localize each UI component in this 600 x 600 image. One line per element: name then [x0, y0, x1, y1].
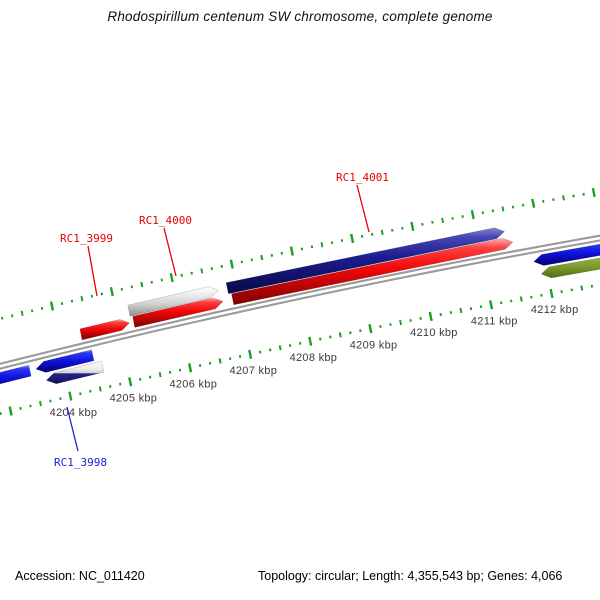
chromosome-backbone — [0, 234, 600, 370]
topology-text: Topology: circular; Length: 4,355,543 bp… — [258, 569, 563, 583]
ruler-labels: 4204 kbp 4205 kbp 4206 kbp 4207 kbp 4208 kbp… — [50, 304, 579, 419]
accession-text: Accession: NC_011420 — [15, 569, 145, 583]
ruler-label-4205: 4205 kbp — [110, 392, 158, 404]
gene-arrows — [0, 227, 600, 385]
leader-line-RC1_4001 — [356, 184, 370, 233]
gene-arrow-RC1_3998-cds — [45, 360, 105, 385]
ruler-label-4211: 4211 kbp — [471, 315, 518, 327]
gene-arrow-RC1_3998 — [35, 349, 95, 373]
ruler-label-4208: 4208 kbp — [290, 352, 338, 364]
gene-arrow-RC1_4000 — [132, 297, 224, 328]
ruler-label-4206: 4206 kbp — [169, 379, 217, 391]
gene-label-RC1_4000: RC1_4000 — [139, 214, 192, 227]
gene-arrow-downstream-gene — [533, 243, 600, 266]
gene-labels: RC1_3999 RC1_4000 RC1_4001 RC1_3998 — [54, 171, 389, 469]
page-title: Rhodospirillum centenum SW chromosome, c… — [107, 9, 493, 24]
leader-line-RC1_3999 — [87, 245, 98, 297]
ruler-ticks — [0, 187, 596, 416]
gene-label-RC1_3999: RC1_3999 — [60, 232, 113, 245]
ruler-label-4207: 4207 kbp — [229, 365, 277, 377]
ruler-label-4204: 4204 kbp — [50, 407, 98, 419]
gene-arrow-RC1_4001 — [231, 237, 514, 306]
ruler-label-4210: 4210 kbp — [410, 327, 458, 339]
gene-label-RC1_3998: RC1_3998 — [54, 456, 107, 469]
ruler-label-4209: 4209 kbp — [350, 339, 398, 351]
leader-line-RC1_3998 — [66, 406, 79, 452]
gene-arrow-RC1_4000-cds — [127, 286, 219, 317]
gene-arrow-RC1_4001-cds — [225, 227, 505, 295]
gene-arrow-downstream-gene-cds — [540, 257, 600, 279]
label-leader-lines — [66, 184, 370, 452]
gene-label-RC1_4001: RC1_4001 — [336, 171, 389, 184]
ruler-label-4212: 4212 kbp — [531, 304, 579, 316]
gene-arrow-RC1_3999 — [79, 319, 131, 341]
leader-line-RC1_4000 — [163, 227, 177, 277]
gene-arrow-upstream-gene — [0, 364, 32, 385]
